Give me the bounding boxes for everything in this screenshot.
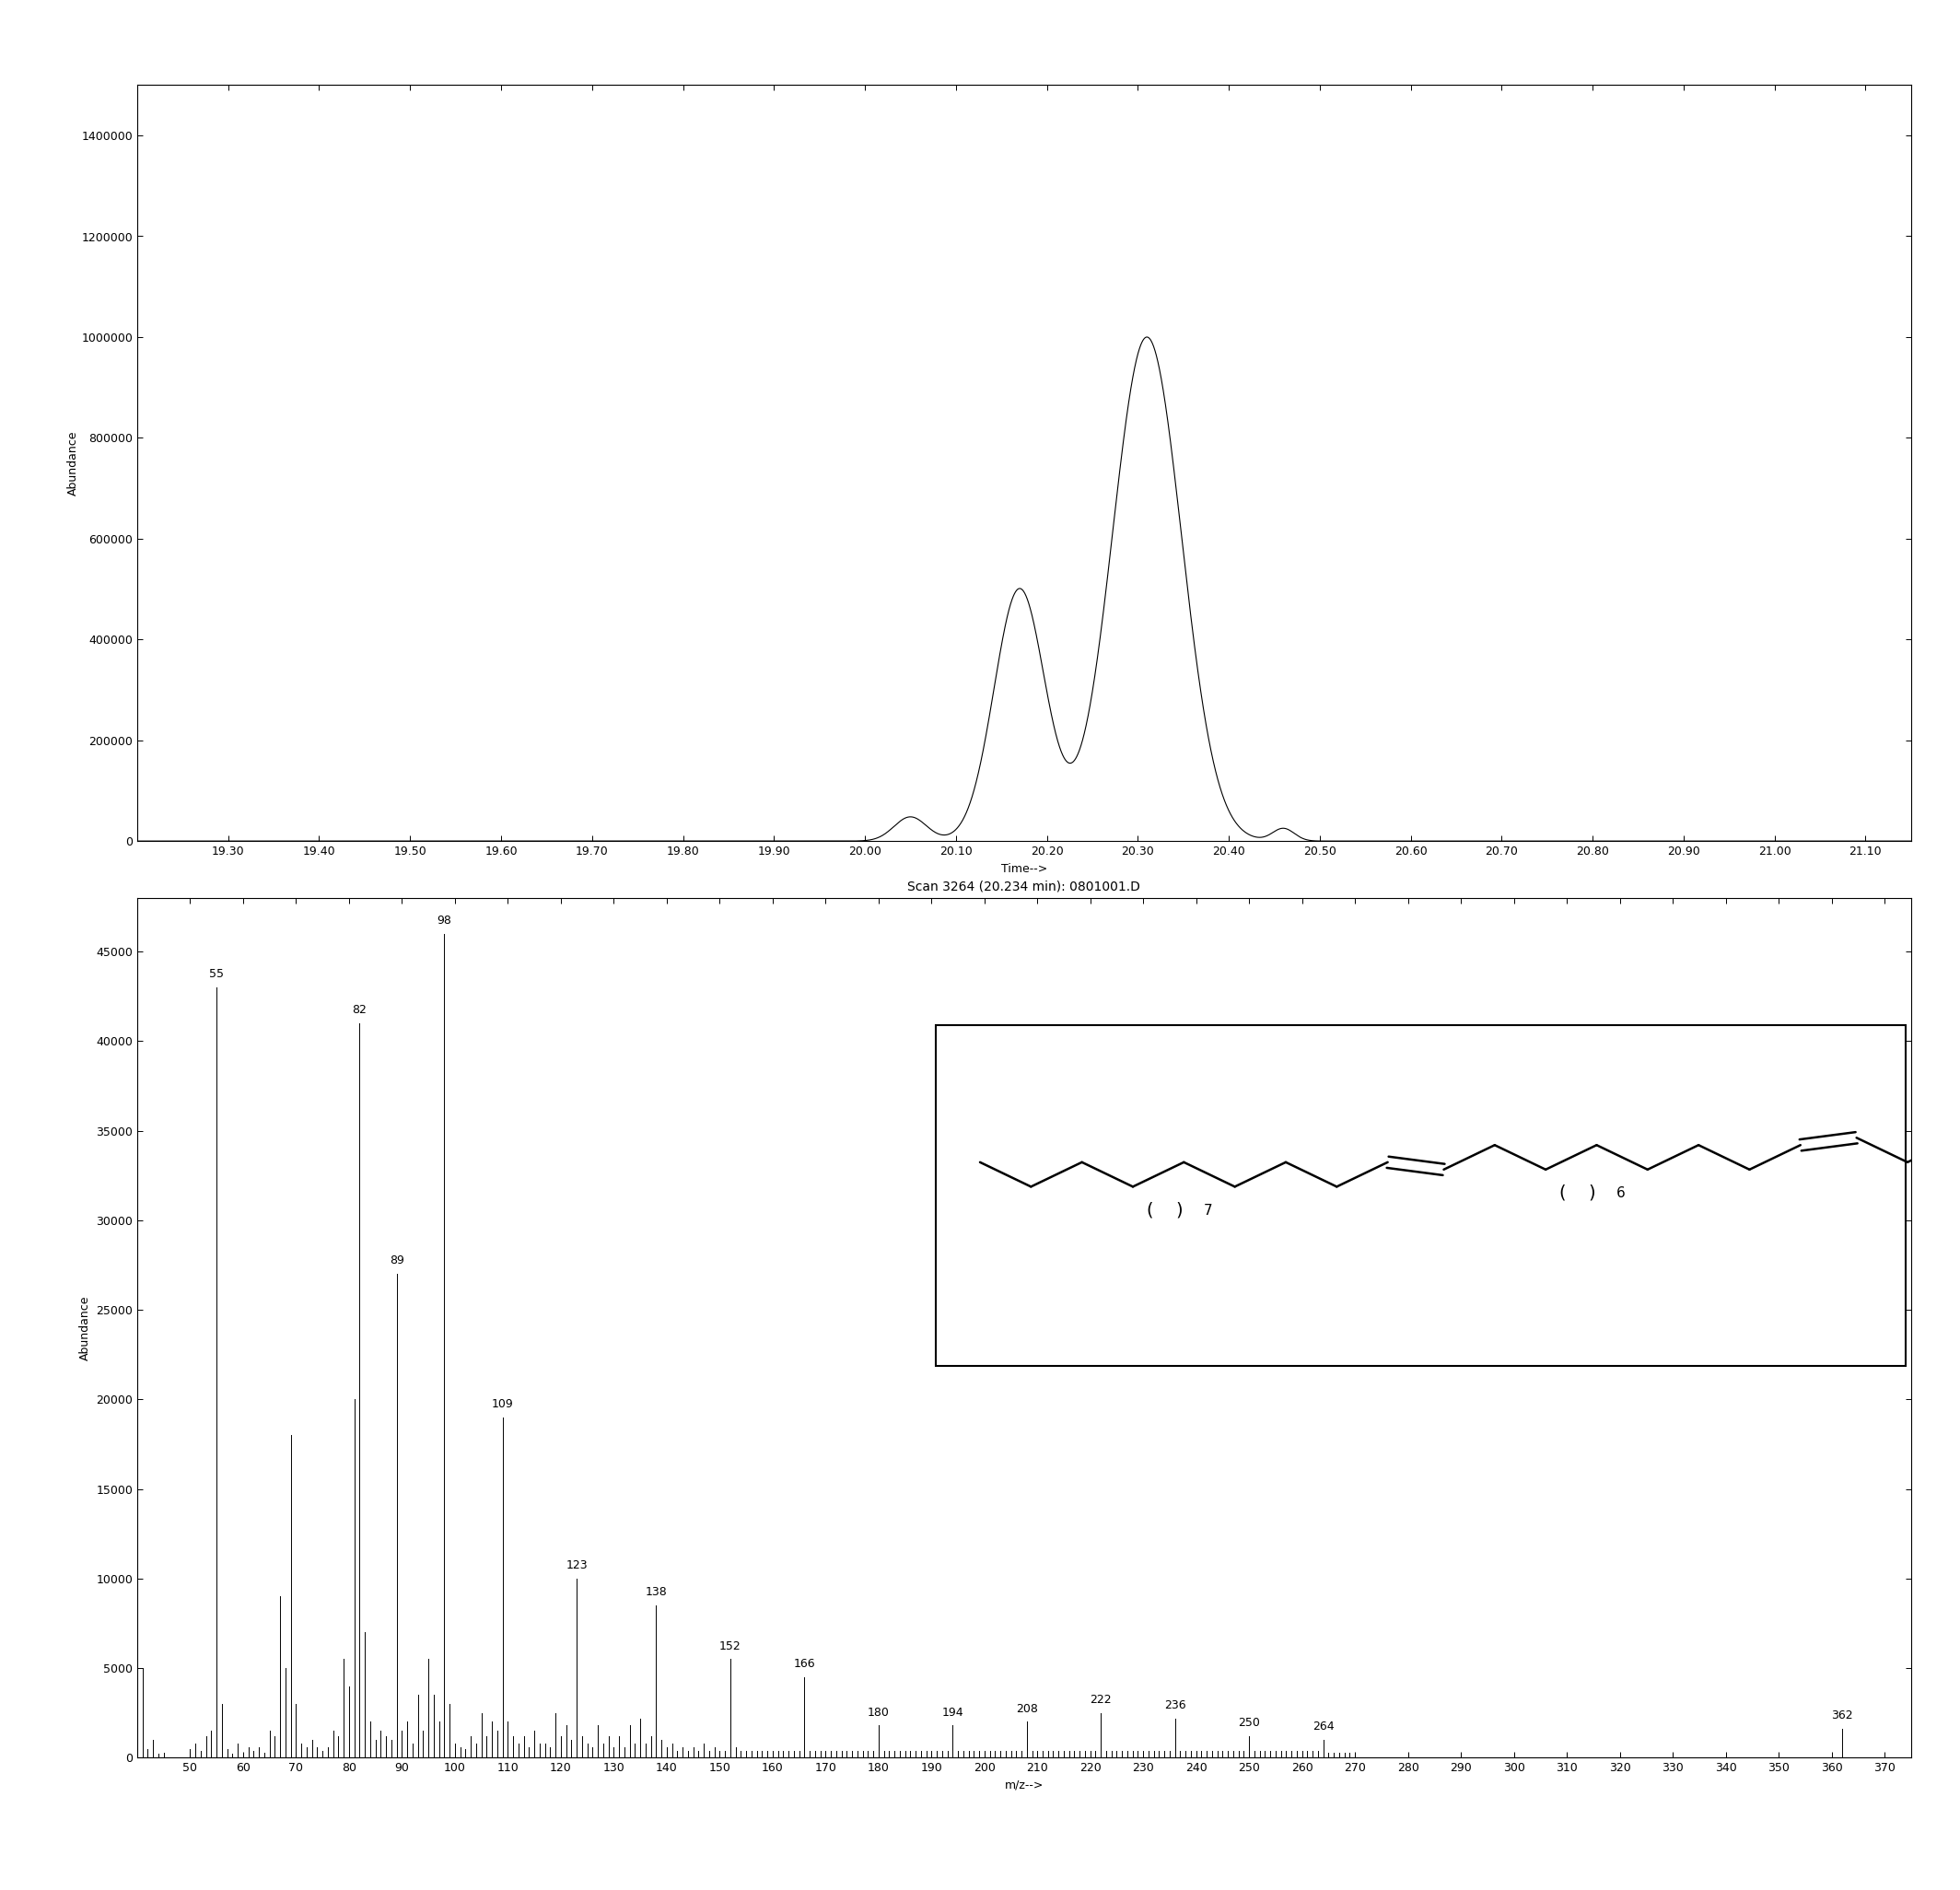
X-axis label: m/z-->: m/z--> <box>1005 1778 1043 1792</box>
Text: (: ( <box>1558 1185 1566 1202</box>
Text: 55: 55 <box>210 968 223 981</box>
Text: ): ) <box>1588 1185 1595 1202</box>
Text: ): ) <box>1176 1202 1182 1219</box>
Text: 109: 109 <box>492 1399 514 1410</box>
Text: 138: 138 <box>645 1586 666 1599</box>
Text: 264: 264 <box>1313 1720 1335 1733</box>
Text: 180: 180 <box>868 1707 890 1718</box>
Text: 208: 208 <box>1015 1703 1037 1714</box>
Text: 250: 250 <box>1239 1716 1260 1729</box>
Text: 98: 98 <box>437 915 451 926</box>
Text: 194: 194 <box>941 1707 964 1718</box>
Text: 236: 236 <box>1164 1699 1186 1710</box>
Text: 6: 6 <box>1617 1187 1625 1200</box>
Text: 152: 152 <box>719 1641 741 1652</box>
Y-axis label: Abundance: Abundance <box>67 431 78 495</box>
Text: 89: 89 <box>390 1255 404 1266</box>
Y-axis label: Abundance: Abundance <box>78 1295 90 1361</box>
Text: 82: 82 <box>353 1004 367 1017</box>
Text: 123: 123 <box>566 1559 588 1571</box>
Text: 362: 362 <box>1831 1710 1852 1722</box>
X-axis label: Time-->: Time--> <box>1002 862 1047 875</box>
Text: 7: 7 <box>1203 1204 1213 1217</box>
Text: (: ( <box>1147 1202 1152 1219</box>
Text: 222: 222 <box>1090 1693 1111 1707</box>
Title: Scan 3264 (20.234 min): 0801001.D: Scan 3264 (20.234 min): 0801001.D <box>907 881 1141 892</box>
Text: 166: 166 <box>794 1658 815 1671</box>
